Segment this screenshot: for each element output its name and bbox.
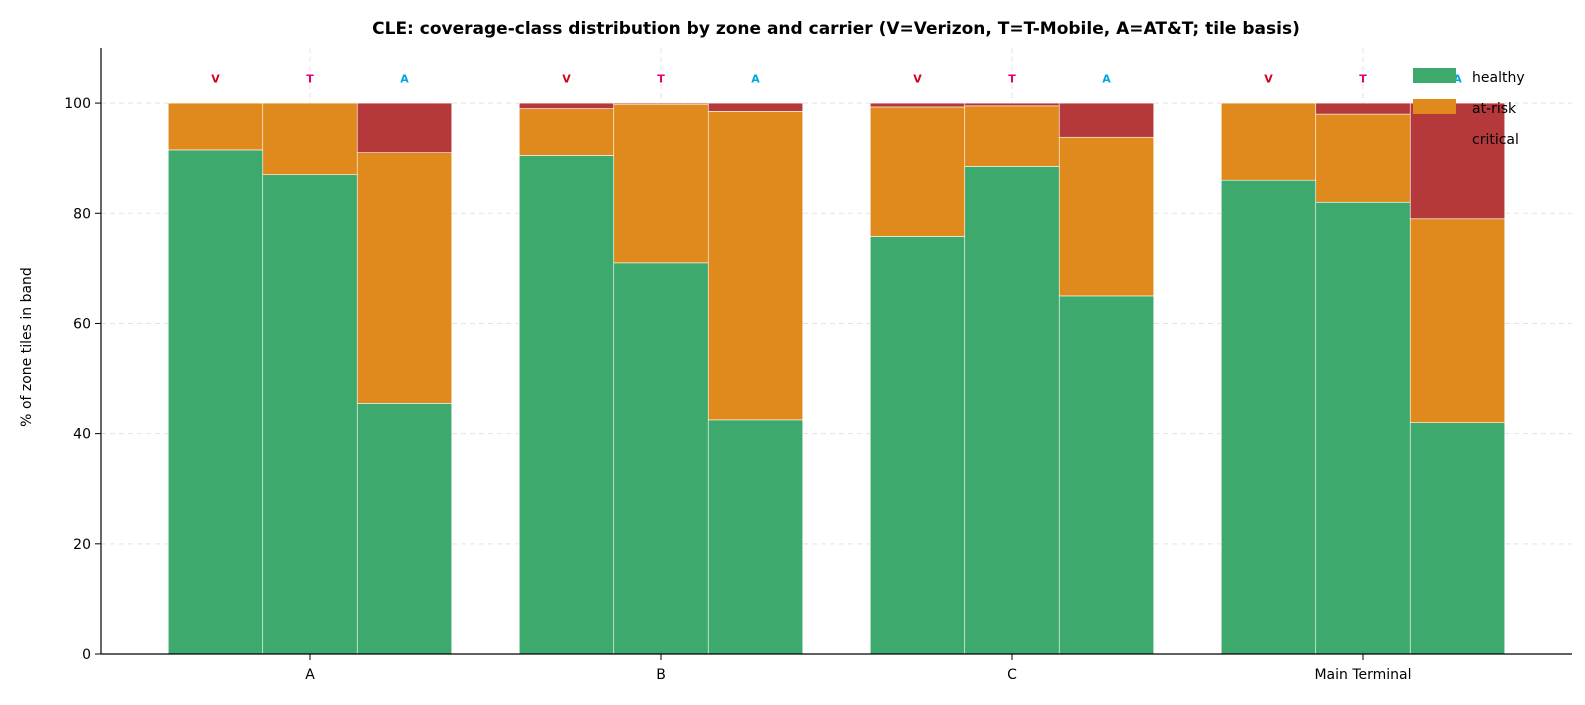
y-tick-label: 100 [64, 96, 91, 112]
bar-segment-healthy [707, 419, 804, 655]
bar-segment-at-risk [869, 106, 966, 237]
carrier-label: T [1359, 73, 1367, 86]
x-tick-label: A [305, 667, 315, 683]
bar-segment-at-risk [613, 103, 709, 264]
carrier-label: T [1008, 73, 1016, 86]
bar-segment-critical [1315, 102, 1411, 115]
bar-segment-healthy [167, 149, 264, 655]
carrier-label: V [1264, 73, 1273, 86]
labels-layer: 0 20 40 60 80 100 A V T A B V T A C V T A Main Terminal V T A [64, 73, 1462, 683]
bar-segment-critical [356, 102, 453, 153]
carrier-label: A [400, 73, 409, 86]
bar-segment-at-risk [1315, 113, 1411, 203]
legend: healthy at-risk critical [1413, 68, 1525, 148]
y-tick-label: 0 [82, 647, 91, 663]
bar-segment-critical [869, 102, 966, 108]
y-tick-label: 20 [73, 537, 91, 553]
carrier-label: V [562, 73, 571, 86]
y-axis-label: % of zone tiles in band [19, 267, 35, 427]
bar-segment-at-risk [1220, 102, 1317, 181]
bar-segment-at-risk [964, 105, 1060, 167]
y-tick-label: 80 [73, 206, 91, 222]
carrier-label: T [657, 73, 665, 86]
bar-segment-healthy [1220, 179, 1317, 655]
carrier-label: V [211, 73, 220, 86]
bar-segment-critical [613, 102, 709, 105]
bar-segment-critical [1058, 102, 1155, 138]
legend-label-at-risk: at-risk [1472, 101, 1517, 117]
bar-segment-healthy [518, 155, 615, 655]
axes-layer [95, 48, 1572, 660]
carrier-label: A [1102, 73, 1111, 86]
bar-segment-healthy [1058, 295, 1155, 655]
bar-segment-healthy [1315, 201, 1411, 655]
bars-layer [167, 102, 1506, 655]
bar-segment-critical [707, 102, 804, 112]
bar-segment-at-risk [167, 102, 264, 151]
bar-segment-healthy [356, 403, 453, 655]
bar-segment-critical [518, 102, 615, 109]
carrier-label: A [751, 73, 760, 86]
x-tick-label: Main Terminal [1314, 667, 1411, 683]
chart-title: CLE: coverage-class distribution by zone… [372, 19, 1300, 39]
legend-label-critical: critical [1472, 132, 1519, 148]
bar-segment-critical [1409, 102, 1506, 220]
bar-segment-at-risk [356, 152, 453, 404]
y-tick-label: 60 [73, 316, 91, 332]
y-tick-label: 40 [73, 427, 91, 443]
bar-segment-at-risk [707, 111, 804, 421]
bar-segment-healthy [613, 262, 709, 655]
bar-segment-at-risk [518, 108, 615, 156]
bar-segment-healthy [1409, 422, 1506, 655]
legend-swatch-at-risk [1413, 99, 1456, 114]
x-tick-label: B [656, 667, 666, 683]
legend-swatch-healthy [1413, 68, 1456, 83]
bar-segment-at-risk [1409, 218, 1506, 423]
bar-segment-at-risk [1058, 136, 1155, 297]
carrier-label: V [913, 73, 922, 86]
carrier-label: A [1453, 73, 1462, 86]
carrier-label: T [306, 73, 314, 86]
bar-segment-critical [964, 102, 1060, 107]
bar-segment-healthy [262, 174, 358, 655]
x-tick-label: C [1007, 667, 1017, 683]
bar-segment-healthy [869, 236, 966, 655]
legend-label-healthy: healthy [1472, 70, 1525, 86]
bar-segment-at-risk [262, 102, 358, 176]
bar-segment-healthy [964, 166, 1060, 655]
